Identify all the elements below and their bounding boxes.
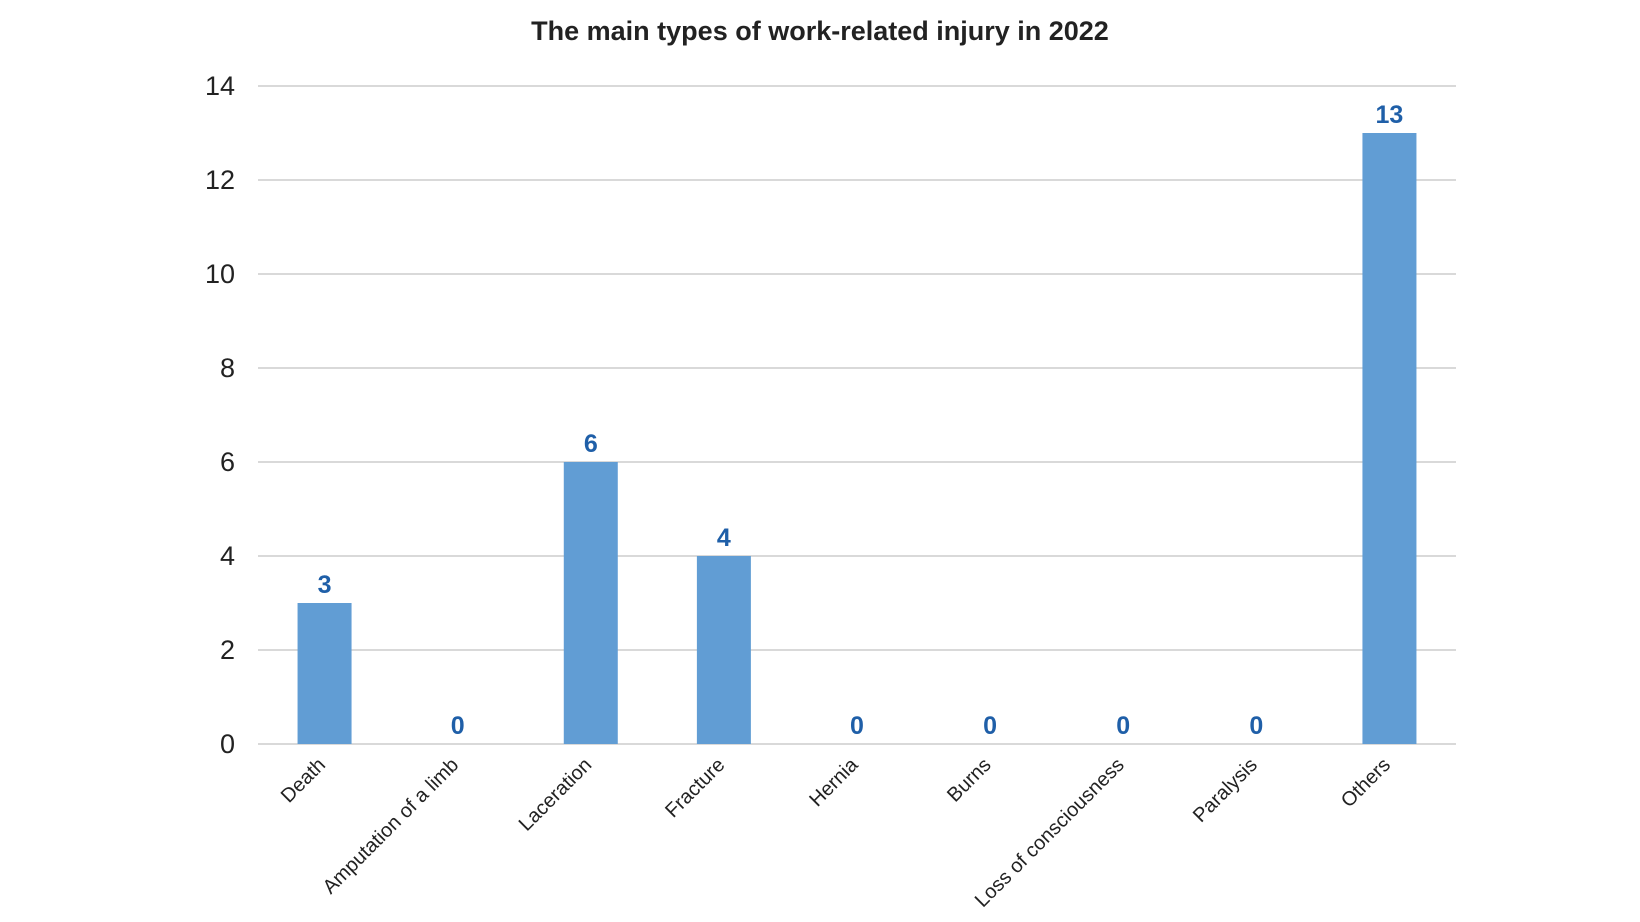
y-tick-label: 0 bbox=[220, 729, 235, 759]
data-label: 0 bbox=[850, 712, 864, 740]
y-tick-label: 14 bbox=[205, 71, 235, 101]
bar bbox=[1362, 133, 1417, 744]
y-tick-label: 10 bbox=[205, 259, 235, 289]
data-label: 13 bbox=[1376, 101, 1404, 129]
y-tick-label: 8 bbox=[220, 353, 235, 383]
data-labels: 3 0 6 4 0 0 0 0 13 bbox=[318, 101, 1404, 740]
x-tick-label: Death bbox=[277, 754, 330, 807]
y-tick-label: 12 bbox=[205, 165, 235, 195]
y-tick-label: 6 bbox=[220, 447, 235, 477]
data-label: 4 bbox=[717, 524, 731, 552]
x-tick-label: Hernia bbox=[805, 753, 863, 811]
data-label: 0 bbox=[451, 712, 465, 740]
chart-title: The main types of work-related injury in… bbox=[531, 16, 1109, 46]
data-label: 0 bbox=[1116, 712, 1130, 740]
data-label: 0 bbox=[983, 712, 997, 740]
y-axis-ticks: 0 2 4 6 8 10 12 14 bbox=[205, 71, 235, 759]
data-label: 6 bbox=[584, 430, 598, 458]
gridlines bbox=[258, 85, 1456, 745]
bars bbox=[297, 133, 1417, 744]
bar bbox=[696, 556, 751, 744]
bar bbox=[563, 462, 618, 744]
x-tick-label: Laceration bbox=[515, 754, 597, 836]
data-label: 3 bbox=[318, 571, 332, 599]
x-tick-label: Burns bbox=[943, 754, 996, 807]
data-label: 0 bbox=[1249, 712, 1263, 740]
y-tick-label: 4 bbox=[220, 541, 235, 571]
x-tick-label: Others bbox=[1337, 754, 1395, 812]
x-tick-label: Amputation of a limb bbox=[319, 754, 463, 898]
bar bbox=[297, 603, 352, 744]
x-tick-label: Loss of consciousness bbox=[971, 754, 1129, 912]
y-tick-label: 2 bbox=[220, 635, 235, 665]
x-tick-label: Paralysis bbox=[1189, 754, 1262, 827]
x-tick-label: Fracture bbox=[661, 754, 729, 822]
